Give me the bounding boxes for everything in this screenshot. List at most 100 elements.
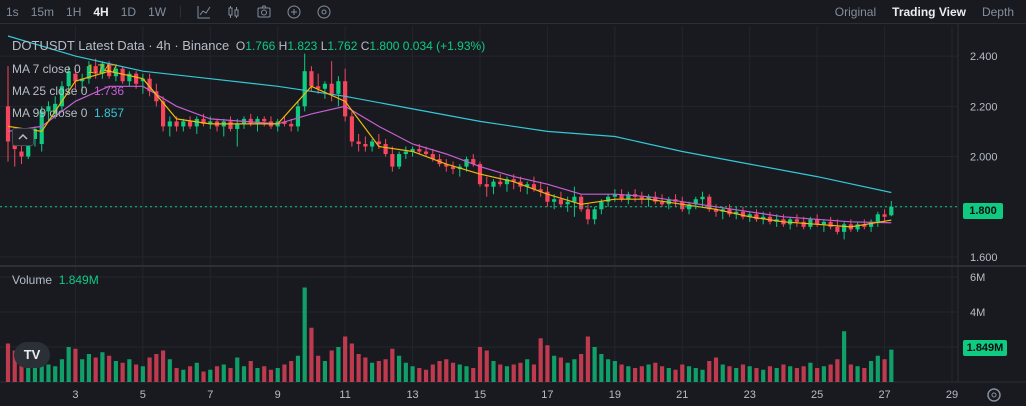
candle-body — [194, 118, 199, 127]
ma99-label: MA 99 close 0 — [12, 106, 88, 120]
volume-bar — [120, 362, 125, 382]
timeframe-4h[interactable]: 4H — [93, 4, 109, 19]
candle-body — [19, 151, 24, 157]
view-depth-tab[interactable]: Depth — [981, 5, 1014, 19]
volume-bar — [565, 362, 570, 382]
candle-body — [565, 201, 570, 205]
candle-body — [289, 123, 294, 127]
volume-bar — [134, 364, 139, 382]
candle-body — [855, 224, 860, 230]
view-original-tab[interactable]: Original — [834, 5, 877, 19]
timeframe-1h[interactable]: 1H — [66, 4, 82, 19]
volume-bar — [289, 361, 294, 382]
volume-bar — [160, 350, 166, 382]
candle-body — [531, 184, 537, 190]
candle-body — [686, 204, 692, 210]
candle-type-icon[interactable] — [227, 5, 241, 19]
ma99-legend[interactable]: MA 99 close 0 1.857 — [12, 106, 124, 120]
candle-body — [612, 194, 617, 197]
volume-bar — [558, 357, 564, 382]
collapse-legend-button[interactable] — [12, 128, 34, 146]
volume-bar — [471, 368, 476, 382]
candle-body — [235, 123, 240, 129]
candle-body — [343, 81, 348, 117]
price-tick-label: 2.400 — [970, 51, 998, 63]
candle-body — [383, 144, 388, 155]
volume-bar — [585, 336, 590, 382]
close-label: C — [360, 39, 370, 53]
date-tick-label: 9 — [275, 389, 281, 401]
candle-body — [659, 201, 665, 205]
candle-body — [100, 63, 105, 74]
volume-bar — [835, 359, 840, 382]
candle-body — [322, 83, 328, 89]
candle-body — [356, 141, 361, 144]
candle-body — [889, 206, 894, 216]
candle-body — [147, 78, 152, 92]
volume-bar — [767, 366, 773, 382]
candle-body — [754, 214, 759, 220]
indicator-icon[interactable] — [197, 5, 211, 19]
candle-body — [430, 154, 435, 160]
volume-bar — [720, 364, 725, 382]
timeframe-1d[interactable]: 1D — [120, 4, 137, 19]
candle-body — [491, 181, 496, 187]
open-label: O — [235, 39, 246, 53]
volume-bar — [403, 362, 408, 382]
volume-bar — [336, 347, 341, 382]
timeframe-1w[interactable]: 1W — [148, 4, 167, 19]
candle-body — [410, 149, 415, 152]
candle-body — [552, 199, 557, 202]
candle-body — [464, 159, 469, 167]
volume-bar — [464, 366, 469, 382]
candle-body — [700, 196, 705, 200]
view-tradingview-tab[interactable]: Trading View — [892, 5, 966, 19]
volume-bar — [848, 364, 853, 382]
date-tick-label: 7 — [207, 389, 213, 401]
volume-bar — [322, 361, 328, 382]
volume-bar — [147, 357, 152, 382]
volume-bar — [302, 287, 307, 382]
volume-bar — [842, 331, 847, 382]
ma25-legend[interactable]: MA 25 close 0 1.736 — [12, 84, 124, 98]
candle-body — [228, 121, 233, 129]
candle-body — [127, 73, 132, 82]
candle-body — [208, 121, 213, 124]
volume-bar — [646, 364, 651, 382]
change-value: 0.034 (+1.93%) — [402, 39, 486, 53]
volume-bar — [86, 354, 92, 382]
candle-body — [713, 209, 719, 212]
volume-bar — [73, 348, 78, 382]
candle-body — [316, 86, 321, 89]
timeframe-15m[interactable]: 15m — [30, 4, 55, 19]
price-tick-label: 2.200 — [970, 101, 998, 113]
volume-label: Volume — [12, 273, 53, 287]
candle-body — [39, 111, 44, 144]
chart-settings-gear-icon[interactable] — [986, 387, 1002, 403]
candle-body — [376, 141, 381, 144]
volume-bar — [248, 361, 253, 382]
settings-gear-icon[interactable] — [317, 5, 331, 19]
high-label: H — [278, 39, 288, 53]
candle-body — [545, 191, 550, 202]
last-price-tag: 1.800 — [963, 203, 1003, 219]
timeframe-1s[interactable]: 1s — [6, 4, 19, 19]
candle-body — [808, 219, 813, 227]
candle-body — [417, 149, 422, 152]
candle-body — [262, 118, 267, 122]
ma7-legend[interactable]: MA 7 close 0 1.747 — [12, 62, 117, 76]
volume-bar — [868, 361, 874, 382]
add-icon[interactable] — [287, 5, 301, 19]
volume-bar — [484, 350, 489, 382]
ma99-value: 1.857 — [94, 106, 125, 120]
screenshot-icon[interactable] — [257, 5, 271, 19]
volume-bar — [410, 366, 415, 382]
volume-bar — [140, 366, 145, 382]
candle-body — [160, 101, 166, 127]
candle-body — [140, 78, 145, 82]
volume-bar — [59, 359, 65, 382]
candle-body — [821, 221, 826, 225]
volume-bar — [275, 368, 280, 382]
candle-body — [592, 209, 597, 220]
